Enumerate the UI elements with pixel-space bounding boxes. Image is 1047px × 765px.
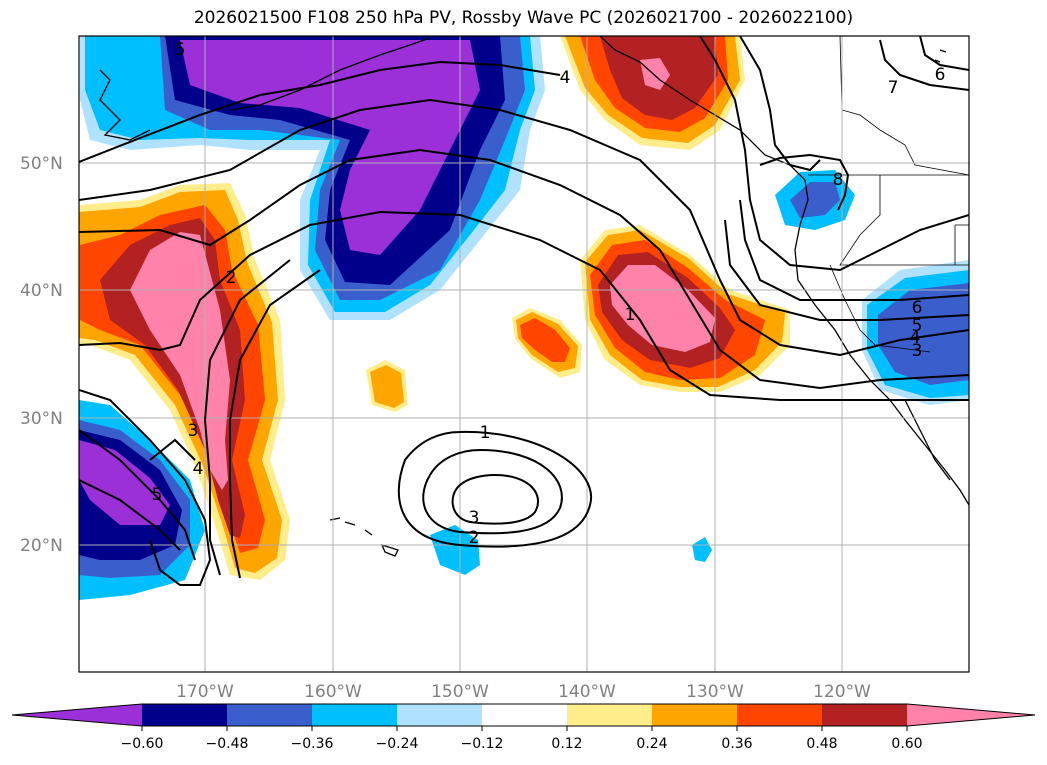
colorbar-cell bbox=[567, 704, 652, 726]
contour-label: 4 bbox=[193, 459, 204, 479]
contour-label: 4 bbox=[560, 68, 571, 88]
lon-label: 160°W bbox=[304, 682, 362, 702]
colorbar-cell bbox=[652, 704, 737, 726]
colorbar-tick-label: −0.60 bbox=[121, 736, 164, 752]
positive-anomaly-alaska bbox=[560, 36, 745, 150]
colorbar-cell bbox=[737, 704, 822, 726]
negative-anomaly-southwest bbox=[79, 400, 205, 600]
lon-label: 170°W bbox=[176, 682, 234, 702]
contour-label: 6 bbox=[912, 298, 923, 318]
latitude-axis: 50°N 40°N 30°N 20°N bbox=[20, 154, 63, 556]
contour-label: 6 bbox=[935, 65, 946, 85]
lat-label: 20°N bbox=[20, 536, 63, 556]
contour-label: 1 bbox=[625, 305, 636, 325]
negative-anomaly-hawaii bbox=[430, 525, 480, 575]
contour-label: 7 bbox=[888, 78, 899, 98]
colorbar-cell-extend-max bbox=[907, 704, 1035, 726]
colorbar-cell bbox=[482, 704, 567, 726]
colorbar-tick-label: −0.48 bbox=[206, 736, 249, 752]
lat-label: 30°N bbox=[20, 409, 63, 429]
positive-anomaly-small-east-core bbox=[520, 318, 570, 362]
contour-label: 2 bbox=[226, 268, 237, 288]
colorbar-ticks: −0.60 −0.48 −0.36 −0.24 −0.12 0.12 0.24 0.36 0.4… bbox=[121, 726, 923, 752]
colorbar-tick-label: 0.24 bbox=[636, 736, 667, 752]
contour-label: 1 bbox=[480, 423, 491, 443]
positive-anomaly-small-west-core bbox=[370, 365, 404, 408]
lat-label: 50°N bbox=[20, 154, 63, 174]
contour-label: 8 bbox=[833, 170, 844, 190]
contour-label: 3 bbox=[912, 341, 923, 361]
negative-anomaly-pnw-core bbox=[790, 182, 840, 218]
contour-label: 2 bbox=[469, 528, 480, 548]
contour-label: 4 bbox=[910, 328, 921, 348]
positive-anomaly-central bbox=[580, 225, 790, 392]
colorbar-cell bbox=[397, 704, 482, 726]
contour-label: 3 bbox=[469, 508, 480, 528]
colorbar-cell bbox=[142, 704, 227, 726]
colorbar-cells bbox=[11, 703, 1036, 727]
colorbar-tick-label: 0.48 bbox=[806, 736, 837, 752]
colorbar-tick-label: 0.12 bbox=[551, 736, 582, 752]
colorbar-tick-label: −0.12 bbox=[461, 736, 504, 752]
colorbar-cell bbox=[312, 704, 397, 726]
lon-label: 140°W bbox=[558, 682, 616, 702]
colorbar-tick-label: 0.36 bbox=[721, 736, 752, 752]
pv-field: 5 4 2 1 3 4 5 1 3 2 7 6 8 6 5 4 3 bbox=[79, 36, 969, 672]
contour-label: 5 bbox=[152, 485, 163, 505]
map-title: 2026021500 F108 250 hPa PV, Rossby Wave … bbox=[193, 8, 854, 28]
lat-label: 40°N bbox=[20, 281, 63, 301]
contour-lines bbox=[79, 36, 969, 586]
lon-label: 130°W bbox=[686, 682, 744, 702]
colorbar-cell bbox=[822, 704, 907, 726]
lon-label: 150°W bbox=[431, 682, 489, 702]
colorbar-tick-label: −0.36 bbox=[291, 736, 334, 752]
contour-label-group: 5 4 2 1 3 4 5 1 3 2 7 6 8 6 5 4 3 bbox=[152, 40, 946, 548]
coastlines bbox=[99, 36, 969, 557]
colorbar-tick-label: −0.24 bbox=[376, 736, 419, 752]
colorbar-cell-extend-min bbox=[12, 704, 142, 726]
colorbar-tick-label: 0.60 bbox=[891, 736, 922, 752]
longitude-axis: 170°W 160°W 150°W 140°W 130°W 120°W bbox=[176, 682, 871, 702]
contour-label: 5 bbox=[175, 40, 186, 60]
contour-label: 3 bbox=[188, 421, 199, 441]
map-frame bbox=[78, 35, 970, 673]
lon-label: 120°W bbox=[813, 682, 871, 702]
negative-anomaly-small bbox=[692, 537, 712, 562]
colorbar: −0.60 −0.48 −0.36 −0.24 −0.12 0.12 0.24 0.36 0.4… bbox=[11, 703, 1036, 752]
colorbar-cell bbox=[227, 704, 312, 726]
contour-label: 5 bbox=[912, 316, 923, 336]
